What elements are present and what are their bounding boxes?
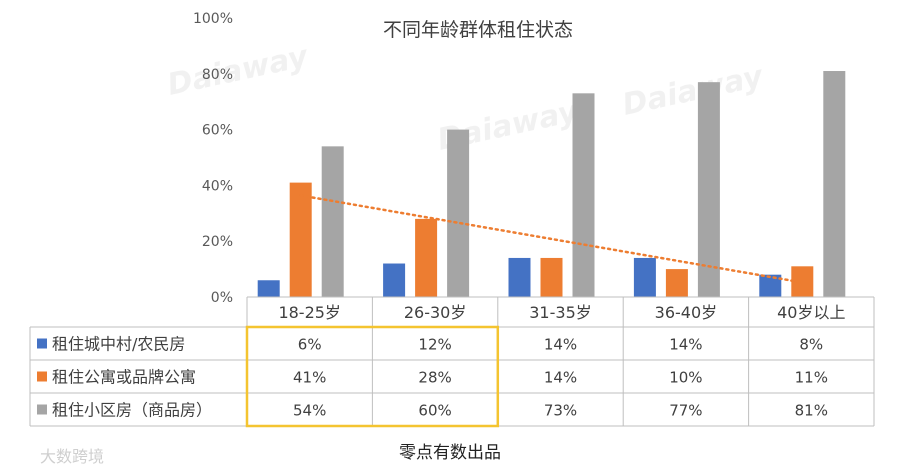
highlight-box bbox=[245, 325, 500, 428]
data-label: 77% bbox=[669, 402, 702, 420]
y-tick-label: 80% bbox=[202, 67, 233, 83]
brand-logo-text: 大数跨境 bbox=[40, 447, 104, 466]
brand-logo: 大数跨境 bbox=[40, 447, 104, 466]
data-label: 54% bbox=[293, 402, 326, 420]
y-axis: 0% 20% 40% 60% 80% 100% bbox=[193, 11, 233, 306]
legend-label: 租住小区房（商品房） bbox=[52, 401, 212, 420]
legend-label: 租住公寓或品牌公寓 bbox=[52, 368, 196, 387]
bar bbox=[791, 266, 814, 297]
bar bbox=[447, 129, 470, 297]
bar bbox=[572, 93, 595, 297]
x-tick-label: 36-40岁 bbox=[655, 303, 718, 322]
trendline bbox=[299, 194, 804, 284]
bars-group bbox=[257, 71, 846, 297]
bar bbox=[289, 182, 312, 297]
y-tick-label: 60% bbox=[202, 123, 233, 139]
x-tick-label: 26-30岁 bbox=[404, 303, 467, 322]
data-label: 14% bbox=[544, 336, 577, 354]
x-tick-label: 18-25岁 bbox=[278, 303, 341, 322]
bar bbox=[633, 257, 656, 297]
source-note: 零点有数出品 bbox=[399, 443, 501, 463]
x-tick-label: 31-35岁 bbox=[529, 303, 592, 322]
data-label: 81% bbox=[795, 402, 828, 420]
data-label: 60% bbox=[418, 402, 451, 420]
bar bbox=[321, 146, 344, 297]
bar bbox=[508, 257, 531, 297]
bar bbox=[759, 274, 782, 297]
data-label: 11% bbox=[795, 369, 828, 387]
data-label: 6% bbox=[298, 336, 322, 354]
watermark-text: Daiaway bbox=[619, 59, 767, 123]
data-label: 12% bbox=[418, 336, 451, 354]
data-label: 14% bbox=[544, 369, 577, 387]
data-label: 14% bbox=[669, 336, 702, 354]
data-label: 41% bbox=[293, 369, 326, 387]
y-tick-label: 20% bbox=[202, 234, 233, 250]
data-label: 28% bbox=[418, 369, 451, 387]
legend-label: 租住城中村/农民房 bbox=[52, 335, 185, 354]
watermark-text: Daiaway bbox=[164, 39, 312, 103]
x-tick-label: 40岁以上 bbox=[777, 303, 845, 322]
data-label: 73% bbox=[544, 402, 577, 420]
legend-key bbox=[37, 338, 47, 349]
bar bbox=[383, 263, 406, 297]
bar bbox=[823, 71, 846, 297]
y-tick-label: 0% bbox=[211, 290, 233, 306]
data-label: 10% bbox=[669, 369, 702, 387]
legend-key bbox=[37, 404, 47, 415]
bar bbox=[540, 257, 563, 297]
bar bbox=[257, 280, 280, 297]
trendline-group bbox=[299, 194, 804, 284]
legend-key bbox=[37, 371, 47, 382]
bar bbox=[665, 269, 688, 297]
chart-title: 不同年龄群体租住状态 bbox=[383, 19, 573, 41]
y-tick-label: 40% bbox=[202, 178, 233, 194]
bar bbox=[697, 82, 720, 297]
bar bbox=[415, 218, 438, 297]
data-label: 8% bbox=[799, 336, 823, 354]
y-tick-label: 100% bbox=[193, 11, 233, 27]
